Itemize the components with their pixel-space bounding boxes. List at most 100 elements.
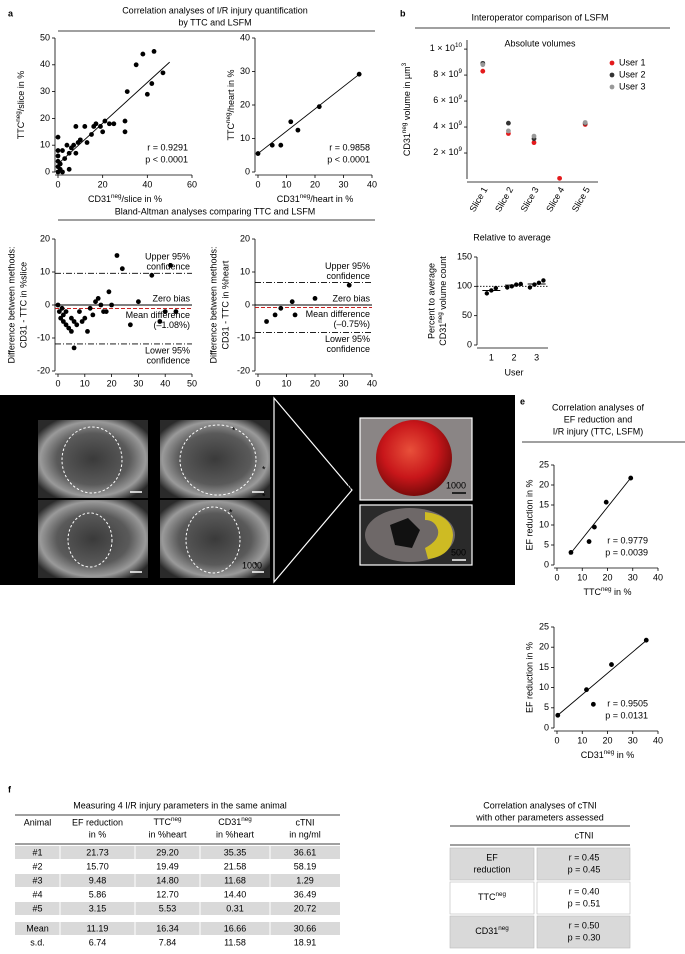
point (55, 148, 61, 153)
point (514, 282, 519, 287)
table-cell: r = 0.45 (569, 852, 600, 862)
point (102, 118, 108, 124)
legend-swatch (609, 72, 615, 78)
y-tick-label-part: 8 × 10 (433, 69, 458, 79)
table-cell: 36.61 (294, 847, 317, 857)
y-axis-label-part: /heart in % (226, 69, 236, 112)
y-tick-label: 1 × 1010 (430, 42, 463, 53)
reference-label: Upper 95% (145, 252, 190, 262)
table-cell: 5.53 (159, 903, 177, 913)
row-label-cell (449, 881, 535, 915)
reference-label: Lower 95% (145, 345, 190, 355)
table-cell: 7.84 (159, 937, 177, 947)
row-label-part: CD31 (475, 926, 498, 936)
y-tick-label-part: 10 (455, 42, 463, 49)
row-label-cell (449, 847, 535, 881)
x-axis-label: User (504, 367, 523, 377)
reference-label: (–0.75%) (333, 319, 370, 329)
x-axis-label: CD31neg in % (581, 749, 635, 760)
image-label: LSFM (346, 523, 356, 547)
arrow-text: Analysis of (280, 468, 290, 512)
point (77, 137, 83, 143)
point (531, 140, 537, 146)
point (160, 70, 166, 76)
point (55, 153, 61, 159)
y-tick-label-part: 2 × 10 (433, 147, 458, 157)
row-shade (15, 902, 340, 915)
row-label: Diastole (16, 444, 26, 477)
y-axis-label-part: volume count (438, 256, 448, 313)
point (60, 312, 66, 318)
y-tick-label: 5 (544, 702, 549, 712)
legend-label: Autofluorescence (381, 566, 451, 576)
annotation: p = 0.0131 (605, 710, 648, 720)
y-axis-label-part: TTC (16, 121, 26, 139)
point (122, 118, 128, 124)
point (59, 305, 65, 311)
reference-label: Mean difference (126, 310, 190, 320)
y-tick-label-part: 6 × 10 (433, 95, 458, 105)
point (69, 329, 74, 334)
point (590, 701, 596, 707)
panel-label: a (8, 8, 14, 18)
y-tick-label: 25 (539, 621, 549, 631)
infarct-outline (67, 512, 113, 568)
x-tick-label: 20 (98, 179, 108, 189)
trend-line (257, 72, 361, 154)
ttc-heart (376, 420, 452, 496)
y-tick-label: 20 (539, 479, 549, 489)
chart-title: Relative to average (473, 232, 551, 242)
x-tick-label: 10 (281, 179, 291, 189)
y-tick-label: -10 (37, 332, 50, 342)
x-axis-label-part: CD31 (581, 750, 604, 760)
point (643, 637, 649, 643)
reference-label: confidence (146, 355, 190, 365)
y-tick-label: -20 (237, 365, 250, 375)
x-tick-label: 40 (160, 378, 170, 388)
y-tick-label: 10 (240, 266, 250, 276)
point (136, 299, 141, 305)
x-tick-label: 10 (80, 378, 90, 388)
y-tick-label: 10 (539, 519, 549, 529)
x-tick-label: 20 (602, 572, 612, 582)
lsfm-infarct (425, 512, 453, 559)
y-axis-label: CD31 - TTC in %slice (18, 262, 28, 348)
x-tick-label: Slice 1 (467, 185, 489, 213)
column-header: in %heart (148, 829, 187, 839)
point (628, 475, 634, 481)
point (73, 150, 79, 156)
table-cell: s.d. (30, 937, 45, 947)
x-tick-label: 20 (310, 179, 320, 189)
y-tick-label: 40 (40, 59, 50, 69)
table-cell: 1.29 (296, 875, 314, 885)
legend-label: CD31neg volume (383, 574, 448, 585)
point (591, 524, 597, 530)
y-tick-label: 10 (40, 140, 50, 150)
x-axis-label-part: /slice in % (122, 194, 163, 204)
y-tick-label: 20 (40, 233, 50, 243)
y-tick-label: 6 × 109 (433, 94, 462, 105)
point (71, 142, 77, 148)
ultrasound-image (160, 500, 270, 578)
y-tick-label: 5 (544, 539, 549, 549)
point (157, 319, 163, 324)
table-cell: 9.48 (89, 875, 107, 885)
table-cell: #5 (32, 903, 42, 913)
reference-label: Zero bias (332, 293, 370, 303)
point (63, 309, 69, 314)
panel-label: e (520, 396, 525, 406)
table-cell: 14.80 (156, 875, 179, 885)
trend-line (569, 476, 632, 555)
reference-label: confidence (326, 344, 370, 354)
y-tick-label: 2 × 109 (433, 146, 462, 157)
point (74, 322, 80, 328)
x-tick-label: 0 (255, 378, 260, 388)
table-cell: 11.68 (224, 875, 246, 885)
y-tick-label: 0 (245, 166, 250, 176)
x-tick-label: 30 (133, 378, 143, 388)
y-tick-label: 10 (40, 266, 50, 276)
x-tick-label: 0 (554, 572, 559, 582)
row-value-cell (536, 847, 631, 881)
infarct-outline (179, 424, 257, 496)
table-cell: r = 0.50 (569, 920, 600, 930)
